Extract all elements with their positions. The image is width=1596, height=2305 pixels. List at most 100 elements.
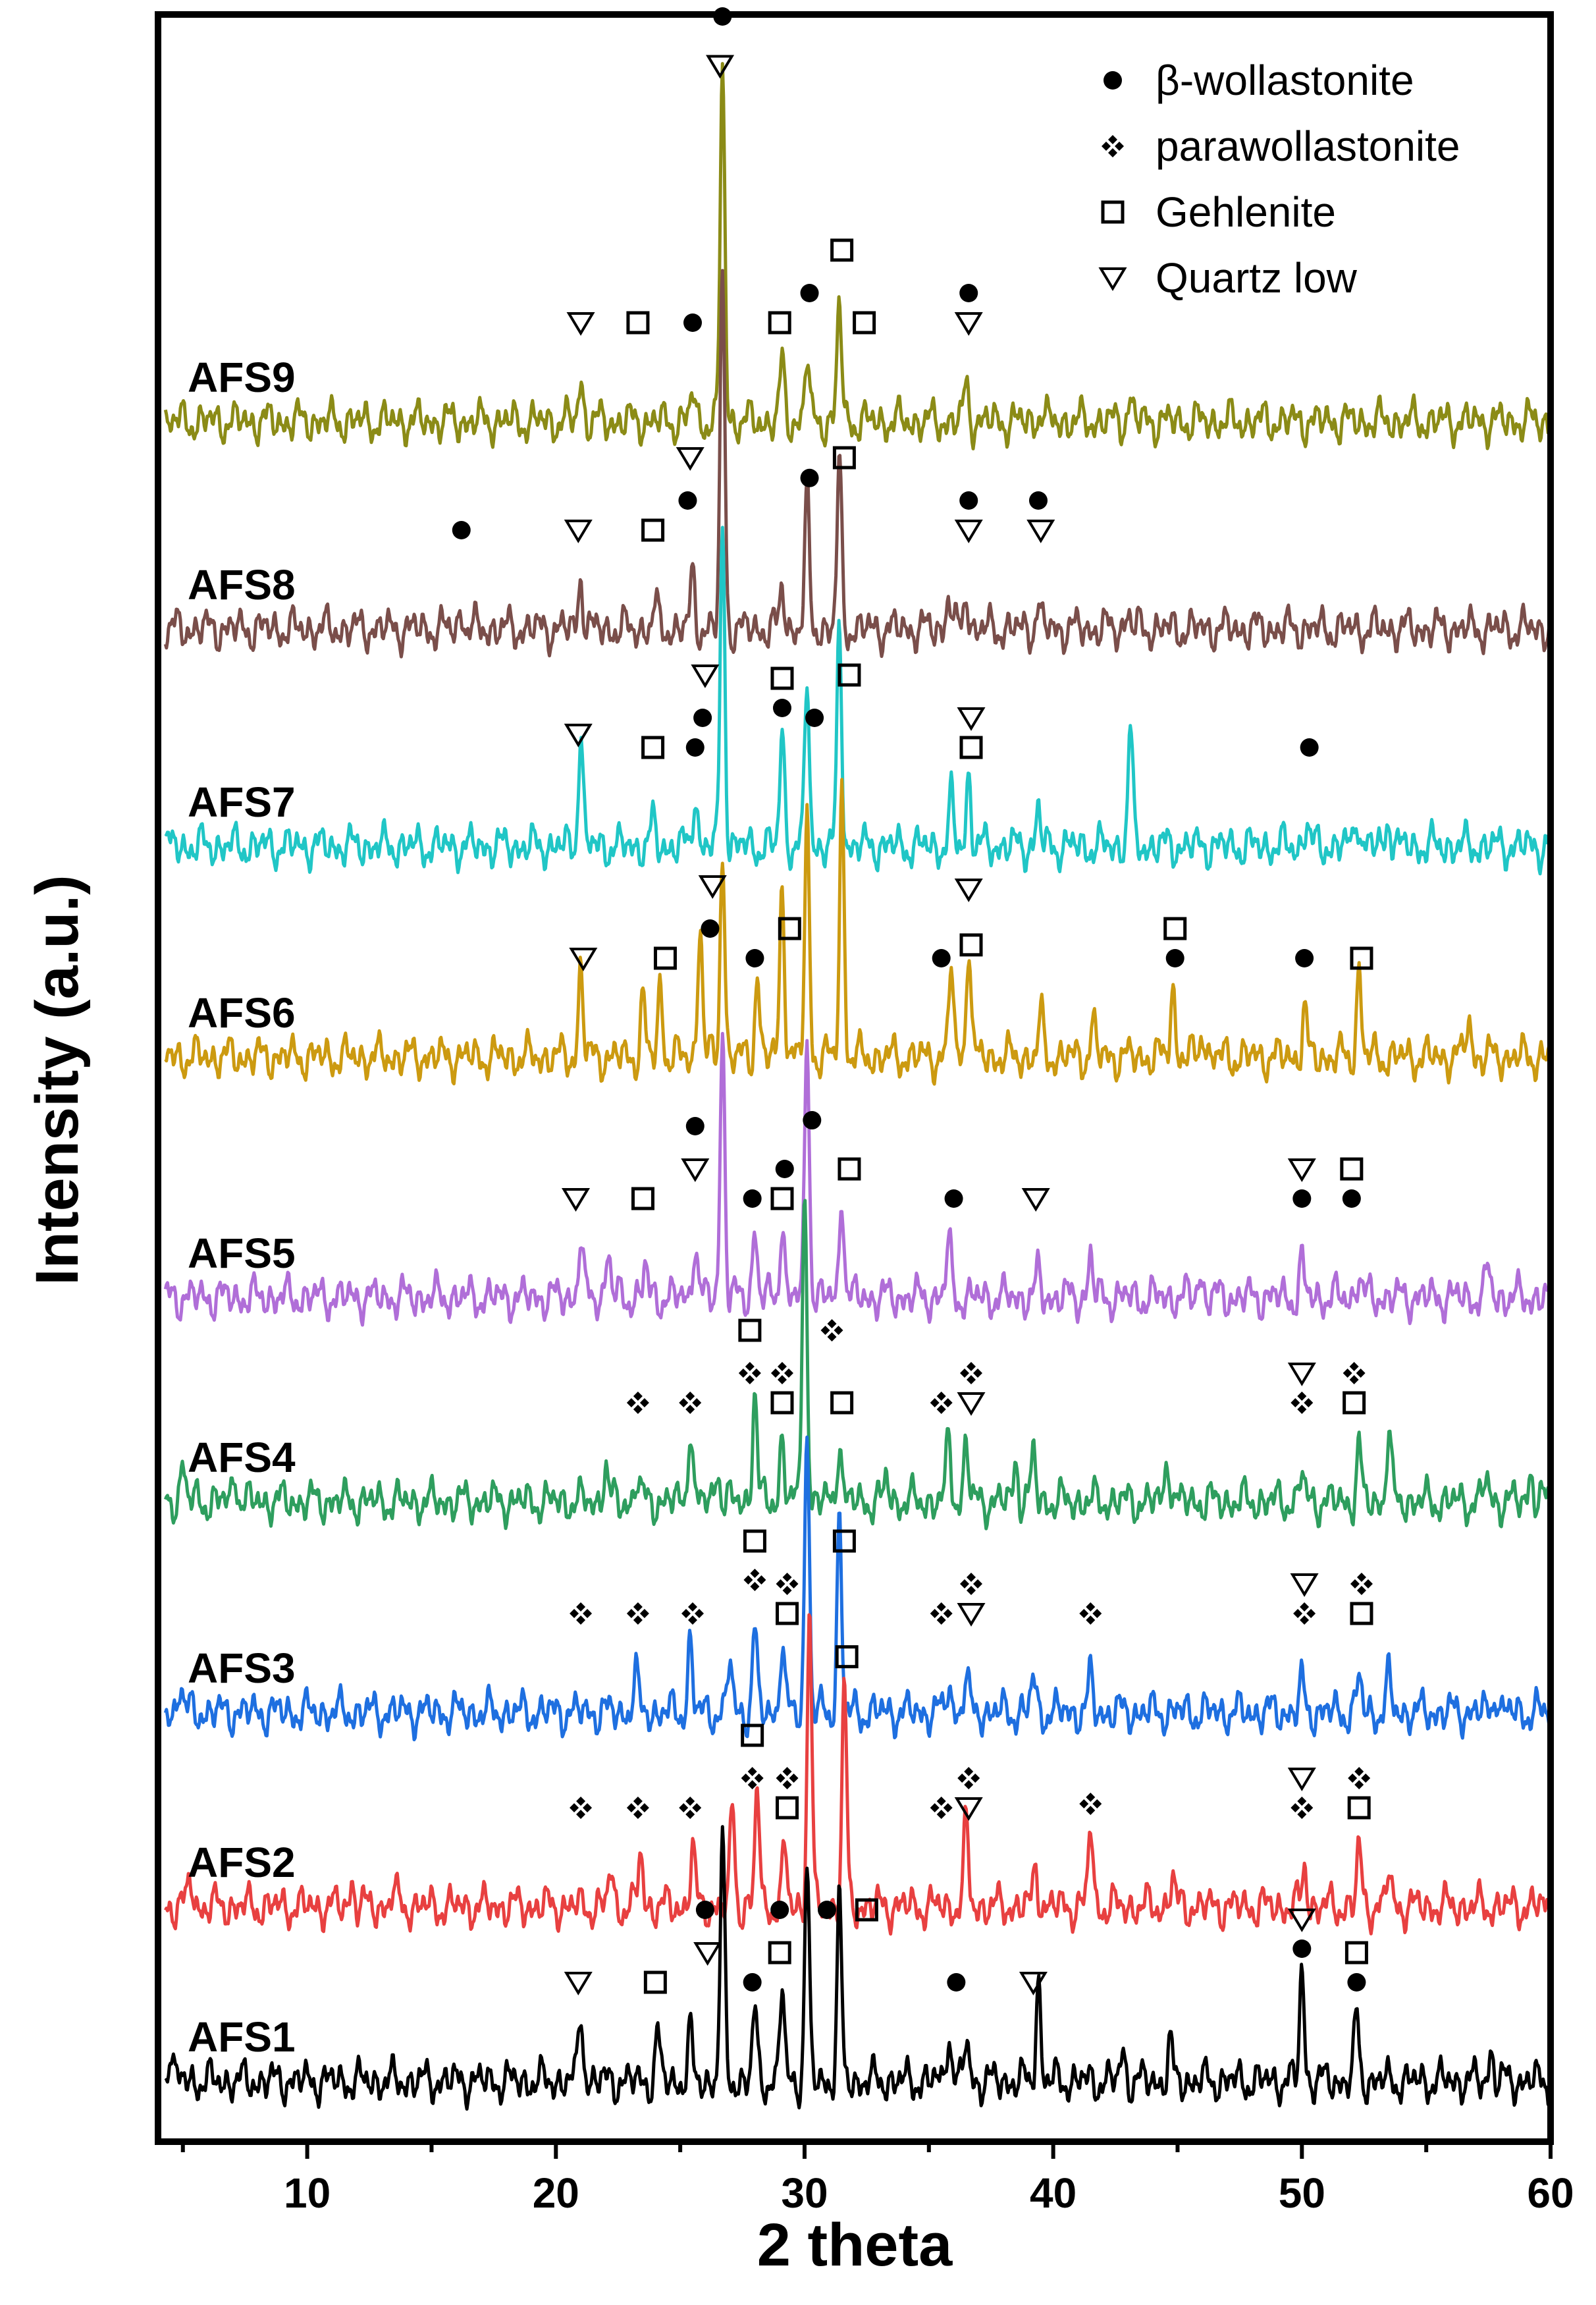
phase-marker-afs1-filled-circle — [770, 1901, 789, 1919]
phase-marker-afs4-open-down-triangle — [957, 1392, 986, 1416]
phase-marker-afs1-filled-circle — [743, 1973, 762, 1992]
phase-marker-afs7-open-square — [641, 736, 665, 759]
phase-marker-afs6-open-down-triangle — [954, 879, 983, 902]
phase-marker-afs6-filled-circle — [701, 919, 720, 938]
phase-marker-afs8-filled-circle — [452, 521, 471, 539]
phase-marker-afs1-filled-circle — [695, 1901, 714, 1919]
phase-marker-afs8-open-down-triangle — [564, 520, 593, 543]
x-tick-label: 30 — [781, 2169, 828, 2217]
phase-marker-afs6-filled-circle — [745, 949, 764, 967]
phase-marker-afs4-open-square — [738, 1318, 762, 1342]
phase-marker-afs2-four-diamond — [626, 1797, 649, 1819]
phase-marker-afs4-four-diamond — [770, 1362, 793, 1384]
phase-marker-afs3-four-diamond — [776, 1573, 799, 1595]
series-line-afs8 — [163, 269, 1552, 659]
phase-marker-afs6-filled-circle — [1165, 949, 1184, 967]
phase-marker-afs9-open-square — [830, 238, 854, 262]
phase-marker-afs3-open-square — [776, 1602, 799, 1625]
phase-marker-afs4-open-square — [830, 1391, 854, 1415]
phase-marker-afs1-open-square — [855, 1898, 878, 1922]
phase-marker-afs2-open-down-triangle — [954, 1797, 983, 1821]
phase-marker-afs7-filled-circle — [685, 738, 705, 757]
series-line-afs9 — [163, 62, 1552, 450]
phase-marker-afs5-filled-circle — [803, 1111, 822, 1130]
series-line-afs7 — [164, 526, 1551, 876]
legend-label: β-wollastonite — [1156, 57, 1414, 104]
phase-marker-afs5-open-square — [631, 1187, 654, 1210]
phase-marker-afs3-four-diamond — [743, 1569, 766, 1591]
series-label-afs8: AFS8 — [188, 561, 296, 609]
x-tick-label: 20 — [533, 2169, 579, 2217]
phase-marker-afs3-four-diamond — [681, 1602, 705, 1625]
phase-marker-afs5-filled-circle — [775, 1160, 794, 1178]
series-layer — [163, 62, 1552, 2111]
phase-marker-afs4-open-square — [770, 1391, 794, 1415]
phase-marker-afs4-four-diamond — [1290, 1392, 1314, 1414]
phase-marker-afs2-open-down-triangle — [1287, 1768, 1316, 1791]
series-label-afs6: AFS6 — [188, 989, 296, 1037]
phase-marker-afs3-open-down-triangle — [957, 1603, 986, 1627]
phase-marker-afs3-four-diamond — [930, 1602, 953, 1625]
x-tick-label: 10 — [284, 2169, 331, 2217]
phase-marker-afs7-open-square — [959, 736, 983, 759]
phase-marker-afs4-open-down-triangle — [1287, 1363, 1316, 1386]
phase-marker-afs3-four-diamond — [1293, 1602, 1316, 1625]
phase-marker-afs5-filled-circle — [944, 1189, 963, 1208]
phase-marker-afs8-filled-circle — [1028, 491, 1048, 510]
phase-marker-afs7-open-square — [838, 663, 861, 687]
phase-marker-afs3-four-diamond — [626, 1602, 649, 1625]
plot-frame — [155, 11, 1554, 2145]
phase-marker-afs7-filled-circle — [693, 709, 712, 727]
series-line-afs6 — [164, 778, 1552, 1086]
phase-marker-afs3-open-square — [1350, 1602, 1373, 1625]
phase-marker-afs4-open-square — [1343, 1391, 1366, 1415]
phase-marker-afs7-filled-circle — [1300, 738, 1319, 757]
series-label-afs2: AFS2 — [188, 1839, 296, 1886]
phase-marker-afs2-four-diamond — [776, 1767, 799, 1789]
phase-marker-afs6-open-square — [1350, 946, 1373, 970]
x-axis: 10 20 30 40 50 60 — [180, 2142, 1574, 2217]
phase-marker-afs5-open-square — [1340, 1157, 1364, 1181]
legend-label: Quartz low — [1156, 254, 1358, 302]
x-tick-label: 50 — [1279, 2169, 1325, 2217]
phase-marker-afs2-four-diamond — [957, 1767, 980, 1789]
sample-label-layer: AFS9 AFS8 AFS7 AFS6 AFS5 AFS4 AFS3 AFS2 AFS1 — [188, 354, 296, 2061]
series-label-afs7: AFS7 — [188, 778, 296, 826]
series-label-afs4: AFS4 — [188, 1434, 296, 1481]
phase-marker-afs9-filled-circle — [683, 313, 703, 332]
phase-marker-afs1-open-down-triangle — [1019, 1972, 1048, 1995]
phase-marker-afs6-filled-circle — [932, 949, 951, 967]
phase-marker-afs8-open-down-triangle — [1026, 520, 1055, 543]
phase-marker-afs1-open-down-triangle — [1287, 1909, 1316, 1932]
legend-item: Quartz low — [1098, 254, 1358, 302]
phase-marker-afs6-open-down-triangle — [698, 875, 727, 899]
legend-filled-circle-icon — [1104, 71, 1122, 90]
phase-marker-afs5-open-square — [770, 1187, 794, 1210]
phase-marker-afs7-open-down-triangle — [691, 664, 720, 688]
phase-marker-afs2-open-square — [776, 1796, 799, 1820]
phase-marker-afs7-open-down-triangle — [564, 723, 593, 747]
phase-marker-afs5-filled-circle — [743, 1189, 762, 1208]
phase-marker-afs5-open-square — [838, 1157, 861, 1181]
phase-marker-afs2-open-square — [835, 1645, 859, 1669]
phase-marker-afs9-open-down-triangle — [954, 312, 983, 336]
legend-four-diamond-icon — [1102, 135, 1124, 157]
phase-marker-afs2-four-diamond — [1290, 1797, 1314, 1819]
legend-open-square-icon — [1101, 200, 1125, 224]
phase-marker-afs1-filled-circle — [1347, 1973, 1366, 1992]
series-label-afs5: AFS5 — [188, 1230, 296, 1277]
phase-marker-afs3-four-diamond — [960, 1573, 983, 1595]
phase-marker-afs1-filled-circle — [947, 1973, 966, 1992]
phase-marker-afs1-open-square — [643, 1970, 667, 1994]
phase-marker-afs7-filled-circle — [805, 709, 824, 727]
phase-marker-afs6-filled-circle — [1295, 949, 1314, 967]
phase-marker-afs8-filled-circle — [678, 491, 697, 510]
phase-marker-afs9-open-square — [853, 311, 876, 335]
phase-marker-afs3-four-diamond — [1350, 1573, 1373, 1595]
series-line-afs4 — [163, 1199, 1552, 1531]
phase-marker-afs3-four-diamond — [1079, 1602, 1102, 1625]
phase-marker-afs7-filled-circle — [772, 699, 791, 717]
x-tick-label: 60 — [1527, 2169, 1574, 2217]
phase-marker-afs2-four-diamond — [1348, 1767, 1371, 1789]
